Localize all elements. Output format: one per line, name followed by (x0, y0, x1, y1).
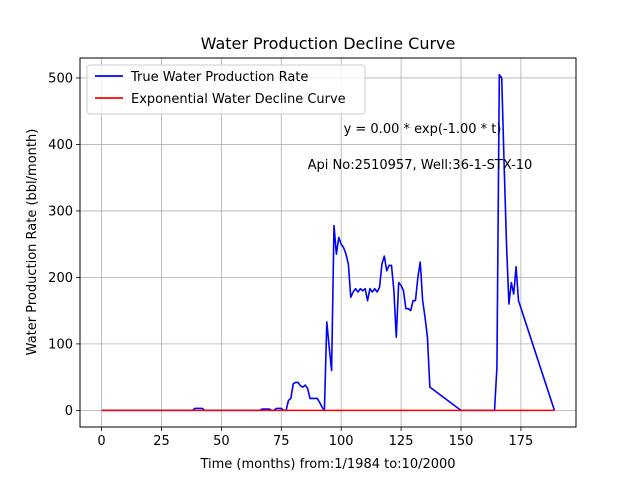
series-layer (101, 73, 556, 412)
x-tick-label: 125 (389, 434, 414, 449)
y-tick-label: 100 (48, 337, 73, 352)
equation-annotation: y = 0.00 * exp(-1.00 * t) (344, 122, 502, 137)
y-tick-label: 500 (48, 71, 73, 86)
y-tick-label: 200 (48, 271, 73, 286)
legend: True Water Production Rate Exponential W… (86, 64, 366, 115)
legend-label-exponential-curve: Exponential Water Decline Curve (131, 92, 346, 107)
plot-area (80, 58, 576, 427)
series-true-water-production-rate (101, 73, 556, 412)
legend-box (86, 64, 366, 115)
legend-label-true-rate: True Water Production Rate (130, 70, 308, 85)
y-tick-label: 0 (65, 404, 73, 419)
x-tick-label: 150 (449, 434, 474, 449)
y-tick-label: 300 (48, 204, 73, 219)
grid (80, 58, 576, 427)
y-tick-label: 400 (48, 138, 73, 153)
x-tick-label: 25 (153, 434, 170, 449)
well-annotation: Api No:2510957, Well:36-1-STX-10 (308, 158, 533, 173)
y-axis: 0 100 200 300 400 500 (48, 71, 80, 419)
plot-frame (79, 57, 577, 428)
x-tick-label: 0 (97, 434, 105, 449)
chart-title: Water Production Decline Curve (201, 34, 456, 53)
x-tick-label: 100 (329, 434, 354, 449)
y-axis-title: Water Production Rate (bbl/month) (25, 129, 40, 356)
x-axis-title: Time (months) from:1/1984 to:10/2000 (199, 457, 455, 472)
x-tick-label: 50 (213, 434, 230, 449)
x-axis: 0 25 50 75 100 125 150 175 (97, 427, 533, 449)
x-tick-label: 175 (508, 434, 533, 449)
x-tick-label: 75 (273, 434, 290, 449)
